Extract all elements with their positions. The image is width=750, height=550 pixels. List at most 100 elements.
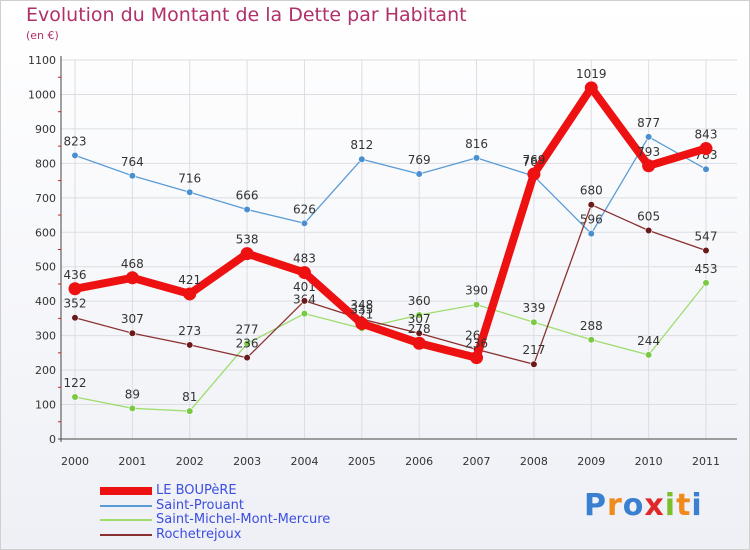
x-tick-label: 2002 <box>176 455 204 468</box>
data-point <box>243 205 251 214</box>
logo-letter: t <box>676 488 692 523</box>
data-point <box>68 282 82 296</box>
data-label: 335 <box>350 303 373 317</box>
data-point <box>645 226 653 235</box>
data-label: 483 <box>293 252 316 266</box>
series-line <box>74 204 707 365</box>
logo-letter: o <box>622 488 645 523</box>
data-label: 764 <box>121 155 144 169</box>
legend-label: Rochetrejoux <box>156 526 242 542</box>
data-label: 278 <box>408 322 431 336</box>
y-tick-label: 500 <box>35 261 56 274</box>
legend-label: Saint-Michel-Mont-Mercure <box>156 512 331 527</box>
data-point <box>645 351 653 359</box>
data-point <box>186 407 194 415</box>
proxiti-logo: Proxiti <box>584 488 703 523</box>
x-tick-label: 2006 <box>405 455 433 468</box>
data-point <box>587 201 595 209</box>
data-point <box>186 188 194 196</box>
y-tick-label: 200 <box>35 364 56 377</box>
y-tick-label: 400 <box>35 295 56 308</box>
legend-label: Saint-Prouant <box>156 497 245 513</box>
data-point <box>527 167 541 181</box>
data-point <box>71 314 79 322</box>
x-tick-label: 2009 <box>577 455 605 468</box>
data-point <box>243 354 251 362</box>
legend-swatch <box>100 519 152 522</box>
data-label: 244 <box>637 334 660 348</box>
data-label: 236 <box>465 337 488 351</box>
data-label: 421 <box>178 273 201 287</box>
x-tick-label: 2008 <box>520 455 548 468</box>
data-label: 538 <box>236 233 259 247</box>
data-point <box>297 266 311 280</box>
series-line <box>74 282 707 412</box>
plot-area <box>61 60 737 439</box>
data-point <box>415 311 423 319</box>
data-label: 453 <box>695 262 718 276</box>
legend-swatch <box>100 533 152 536</box>
data-point <box>645 133 653 141</box>
data-label: 89 <box>125 387 140 401</box>
data-point <box>702 246 710 255</box>
data-point <box>415 329 423 337</box>
data-point <box>702 279 710 287</box>
data-label: 236 <box>236 337 259 351</box>
data-label: 288 <box>580 319 603 333</box>
y-tick-label: 700 <box>35 192 56 205</box>
data-label: 348 <box>350 298 373 312</box>
y-tick-label: 1100 <box>28 54 56 67</box>
data-point <box>412 336 426 350</box>
data-point <box>240 247 254 261</box>
data-point <box>71 151 79 160</box>
line-chart: 0 100 200 300 400 500 600 700 800 900 1000 1100 2000… <box>28 54 737 468</box>
data-point <box>355 317 369 331</box>
data-label: 217 <box>522 343 545 357</box>
y-tick-label: 300 <box>35 330 56 343</box>
data-label: 122 <box>64 376 87 390</box>
data-label: 436 <box>64 268 87 282</box>
y-tick-label: 0 <box>49 433 56 446</box>
y-tick-label: 1000 <box>28 88 56 101</box>
data-label: 468 <box>121 257 144 271</box>
x-tick-label: 2007 <box>463 455 491 468</box>
data-label: 352 <box>64 297 87 311</box>
data-point <box>584 81 598 95</box>
data-label: 273 <box>178 324 201 338</box>
logo-letter: P <box>584 488 607 523</box>
data-point <box>128 172 136 180</box>
legend-label: LE BOUPèRE <box>156 483 237 498</box>
data-label: 680 <box>580 184 603 198</box>
data-label: 716 <box>178 171 201 185</box>
data-point <box>300 309 309 318</box>
data-label: 812 <box>350 138 373 152</box>
data-point <box>128 404 136 412</box>
logo-letter: i <box>664 488 677 523</box>
data-point <box>243 339 251 348</box>
x-tick-label: 2005 <box>348 455 376 468</box>
x-tick-label: 2004 <box>290 455 318 468</box>
x-tick-label: 2003 <box>233 455 261 468</box>
data-point <box>186 341 194 349</box>
x-tick-label: 2010 <box>635 455 663 468</box>
y-tick-label: 100 <box>35 399 56 412</box>
data-point <box>125 271 139 285</box>
chart-unit: (en €) <box>26 29 59 42</box>
data-point <box>587 230 595 238</box>
data-point <box>71 393 79 401</box>
data-label: 769 <box>522 153 545 167</box>
y-tick-label: 600 <box>35 226 56 239</box>
data-label: 401 <box>293 280 316 294</box>
data-label: 81 <box>182 390 197 404</box>
data-point <box>358 155 366 163</box>
data-label: 823 <box>64 134 87 148</box>
data-label: 793 <box>637 145 660 159</box>
data-label: 360 <box>408 294 431 308</box>
data-point <box>472 154 481 162</box>
chart-title: Evolution du Montant de la Dette par Hab… <box>26 4 467 26</box>
data-label: 626 <box>293 202 316 216</box>
data-point <box>530 318 538 326</box>
data-label: 769 <box>408 153 431 167</box>
data-point <box>699 142 713 156</box>
